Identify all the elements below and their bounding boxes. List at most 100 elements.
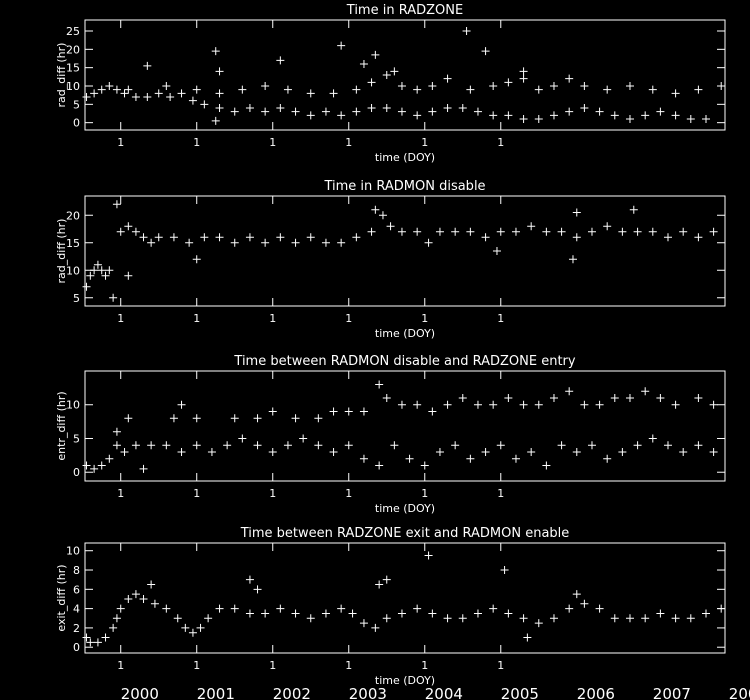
point	[717, 604, 726, 613]
point	[344, 441, 353, 450]
point	[124, 414, 133, 423]
point	[82, 93, 91, 101]
x-tick-label: 1	[345, 136, 352, 149]
y-tick-label: 10	[66, 264, 80, 277]
point	[386, 222, 395, 231]
point	[314, 441, 323, 450]
point	[192, 85, 201, 94]
point	[291, 609, 300, 618]
point	[686, 614, 695, 623]
point	[112, 85, 121, 94]
point	[466, 227, 475, 236]
y-axis-label: rad_diff (hr)	[55, 43, 68, 108]
point	[595, 400, 604, 409]
point	[580, 400, 589, 409]
x-tick-label: 1	[497, 659, 504, 672]
plot-frame	[84, 370, 726, 482]
point	[143, 93, 152, 101]
point	[557, 227, 566, 236]
x-tick-label: 1	[497, 487, 504, 500]
point	[291, 414, 300, 423]
point	[314, 414, 323, 423]
point	[204, 614, 213, 623]
y-tick-label: 25	[66, 25, 80, 38]
point	[169, 414, 178, 423]
point	[276, 104, 285, 112]
point	[428, 609, 437, 618]
point	[147, 441, 156, 450]
point	[192, 255, 201, 264]
point	[230, 414, 239, 423]
point	[382, 71, 391, 79]
point	[424, 551, 433, 560]
plot-frame	[84, 542, 726, 654]
point	[496, 441, 505, 450]
point	[93, 260, 102, 269]
point	[549, 111, 558, 120]
point	[519, 115, 528, 123]
point	[603, 454, 612, 463]
point	[109, 293, 118, 302]
point	[424, 238, 433, 247]
point	[253, 585, 262, 594]
point	[610, 393, 619, 402]
point	[352, 85, 361, 94]
point	[572, 233, 581, 242]
point	[397, 82, 406, 90]
point	[124, 222, 133, 231]
point	[618, 447, 627, 456]
point	[420, 461, 429, 470]
point	[519, 74, 528, 83]
x-tick-label: 1	[193, 136, 200, 149]
point	[215, 604, 224, 613]
point	[200, 233, 209, 242]
point	[82, 282, 91, 291]
point	[519, 614, 528, 623]
point	[120, 89, 129, 98]
point	[397, 227, 406, 236]
point	[378, 211, 387, 220]
point	[321, 238, 330, 247]
point	[101, 271, 110, 280]
point	[177, 447, 186, 456]
point	[306, 233, 315, 242]
x-tick-label: 1	[193, 312, 200, 325]
point	[625, 82, 634, 90]
point	[105, 82, 114, 90]
point	[86, 271, 95, 280]
point	[124, 594, 133, 603]
point	[112, 614, 121, 623]
point	[534, 400, 543, 409]
panel-title: Time between RADZONE exit and RADMON ena…	[240, 526, 570, 541]
point	[565, 74, 574, 83]
point	[443, 74, 452, 83]
point	[82, 633, 91, 642]
point	[321, 609, 330, 618]
point	[238, 85, 247, 94]
point	[580, 82, 589, 90]
year-label: 2006	[577, 685, 615, 700]
y-tick-label: 6	[73, 583, 80, 596]
x-axis-label: time (DOY)	[375, 327, 435, 340]
point	[413, 85, 422, 94]
point	[603, 85, 612, 94]
point	[701, 115, 710, 123]
point	[154, 89, 163, 98]
point	[143, 61, 152, 70]
point	[610, 111, 619, 120]
point	[150, 599, 159, 608]
point	[473, 609, 482, 618]
point	[671, 614, 680, 623]
point	[97, 461, 106, 470]
point	[694, 441, 703, 450]
point	[131, 441, 140, 450]
point	[188, 628, 197, 637]
point	[177, 89, 186, 98]
point	[124, 85, 133, 94]
point	[344, 407, 353, 416]
point	[375, 380, 384, 389]
point	[565, 604, 574, 613]
point	[473, 400, 482, 409]
point	[261, 107, 270, 116]
